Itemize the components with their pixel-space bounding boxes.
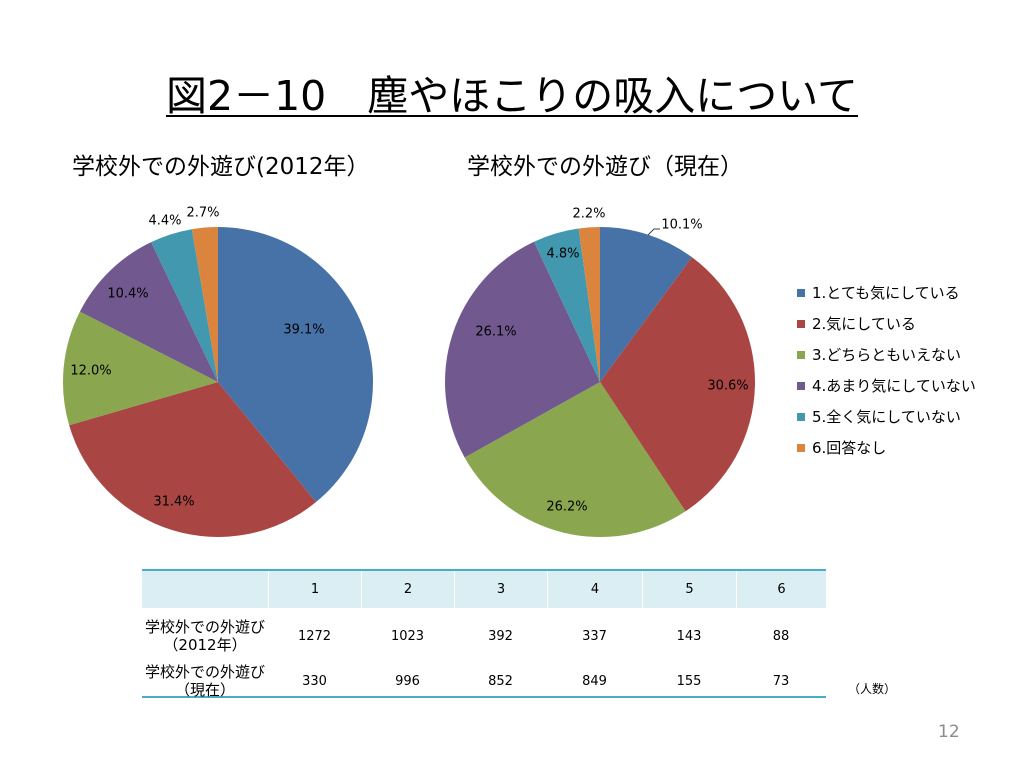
pie-current-slice-4 [444,241,600,458]
legend-item-6: 6.回答なし [797,432,976,463]
table-cell: 73 [772,673,790,689]
pie-chart-2012: 39.1% 31.4% 12.0% 10.4% 4.4% 2.7% [62,206,374,538]
pie-current-slice-2 [600,257,755,512]
pie-2012-label-6: 2.7% [186,206,219,221]
table-cell: 1023 [390,628,425,644]
table-header-corner [142,571,268,608]
legend-item-5: 5.全く気にしていない [797,401,976,432]
slide-title-wrap: 図2－10 塵やほこりの吸入について [0,72,1024,120]
table-header-cell: 1 [268,571,361,608]
table-header-cell: 6 [736,571,826,608]
table-cell: 852 [488,673,513,689]
legend-swatch-3 [797,350,805,359]
table-row: 学校外での外遊び （現在） 330 996 852 849 155 73 [142,653,826,699]
table-cell: 392 [488,628,513,644]
legend-item-3: 3.どちらともいえない [797,339,976,370]
legend-label-4: 4.あまり気にしていない [812,377,976,395]
table-header-cell: 5 [642,571,736,608]
pie-2012-label-4: 10.4% [107,287,148,302]
pie-current-slice-6 [578,227,600,382]
table-header-cell: 3 [454,571,547,608]
table-cell: 88 [772,628,790,644]
legend-swatch-2 [797,319,805,328]
table-unit-note: （人数） [848,682,897,696]
pie-current-label-4: 26.1% [475,325,516,340]
pie-2012-slice-6 [191,227,218,382]
table-row: 学校外での外遊び （2012年） 1272 1023 392 337 143 8… [142,608,826,654]
data-table: 1 2 3 4 5 6 学校外での外遊び （2012年） 1272 1023 3… [142,569,826,699]
pie-current-label-6: 2.2% [572,207,605,222]
pie-2012-label-2: 31.4% [153,495,194,510]
pie-2012-slice-2 [69,382,317,538]
legend-label-5: 5.全く気にしていない [812,408,961,426]
legend-item-1: 1.とても気にしている [797,277,976,308]
pie-2012-slice-1 [218,227,374,503]
table-row-label: 学校外での外遊び （2012年） [142,608,268,654]
chart-title-current: 学校外での外遊び（現在） [467,154,743,180]
legend-label-3: 3.どちらともいえない [812,346,962,364]
legend-item-2: 2.気にしている [797,308,976,339]
page-number: 12 [938,722,960,742]
pie-current-leader-line-1 [647,228,660,236]
pie-2012-slice-3 [62,311,219,426]
pie-current-label-2: 30.6% [707,379,748,394]
table-header-row: 1 2 3 4 5 6 [142,569,826,608]
table-row-label-line: （現在） [174,681,235,699]
legend-label-6: 6.回答なし [812,439,887,457]
pie-current-label-5: 4.8% [546,247,579,262]
pie-current-slice-3 [464,382,686,538]
table-cell: 143 [676,628,702,644]
legend-label-1: 1.とても気にしている [812,284,960,302]
pie-current-label-3: 26.2% [546,500,587,515]
table-cell: 155 [676,673,702,689]
table-row-label-line: 学校外での外遊び [144,663,265,681]
chart-legend: 1.とても気にしている 2.気にしている 3.どちらともいえない 4.あまり気に… [797,277,976,463]
legend-swatch-6 [797,443,805,452]
table-row-label-line: （2012年） [163,636,247,654]
pie-2012-label-5: 4.4% [148,214,181,229]
legend-item-4: 4.あまり気にしていない [797,370,976,401]
legend-swatch-5 [797,412,805,421]
legend-swatch-4 [797,381,805,390]
slide-title: 図2－10 塵やほこりの吸入について [165,72,859,120]
pie-current-slice-5 [534,228,600,382]
table-cell: 337 [582,628,607,644]
legend-label-2: 2.気にしている [812,315,916,333]
pie-current-slice-1 [600,227,692,382]
pie-chart-current: 10.1% 30.6% 26.2% 26.1% 4.8% 2.2% [444,207,755,538]
pie-2012-slice-5 [151,229,218,382]
pie-2012-slice-4 [79,242,218,382]
table-cell: 996 [395,673,420,689]
legend-swatch-1 [797,288,805,297]
table-row-label: 学校外での外遊び （現在） [142,653,268,699]
chart-title-2012: 学校外での外遊び(2012年） [72,154,370,180]
pie-2012-label-3: 12.0% [70,364,111,379]
pie-current-label-1: 10.1% [661,218,702,233]
pie-2012-label-1: 39.1% [283,323,324,338]
table-header-cell: 4 [547,571,642,608]
table-cell: 849 [582,673,607,689]
table-cell: 1272 [297,628,332,644]
table-header-cell: 2 [361,571,454,608]
table-cell: 330 [302,673,327,689]
table-row-label-line: 学校外での外遊び [144,618,265,636]
